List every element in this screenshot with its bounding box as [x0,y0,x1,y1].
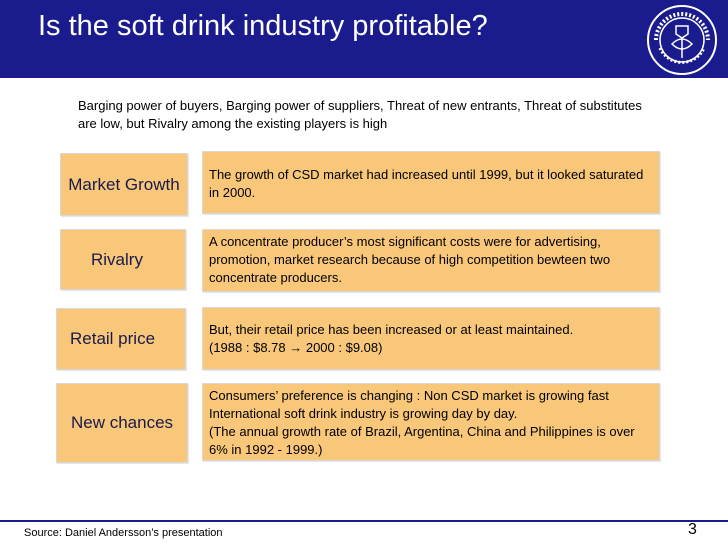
label-new-chances: New chances [56,383,188,463]
slide-header: Is the soft drink industry profitable? [0,0,728,78]
text-box-new-chances: Consumers’ preference is changing : Non … [202,383,660,461]
text-line: The growth of CSD market had increased u… [209,167,644,200]
page-number: 3 [688,521,697,538]
label-retail-price: Retail price [56,308,186,370]
text-line: A concentrate producer’s most significan… [209,234,611,285]
text-box-market-growth: The growth of CSD market had increased u… [202,151,660,214]
intro-text: Barging power of buyers, Barging power o… [78,98,642,131]
text-line: Consumers’ preference is changing : Non … [209,388,609,403]
slide-title: Is the soft drink industry profitable? [38,10,488,42]
label-text: Market Growth [68,174,180,194]
text-box-rivalry: A concentrate producer’s most significan… [202,229,660,292]
label-text: New chances [70,413,174,432]
label-text: Retail price [70,329,156,348]
label-market-growth: Market Growth [60,153,188,216]
label-rivalry: Rivalry [60,229,186,290]
text-line: (The annual growth rate of Brazil, Argen… [209,424,635,457]
university-seal-icon [647,5,717,75]
footer-divider [0,520,728,522]
text-box-retail-price: But, their retail price has been increas… [202,307,660,370]
text-line: (1988 : $8.78 → 2000 : $9.08) [209,340,383,355]
source-citation: Source: Daniel Andersson’s presentation [24,527,223,539]
label-text: Rivalry [91,249,143,269]
text-line: But, their retail price has been increas… [209,322,574,337]
text-line: International soft drink industry is gro… [209,406,518,421]
